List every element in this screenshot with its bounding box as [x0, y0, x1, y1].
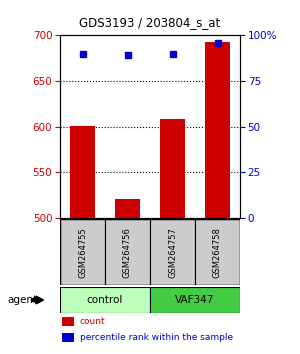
Bar: [60, 287, 150, 313]
Bar: [160, 119, 185, 218]
Text: GDS3193 / 203804_s_at: GDS3193 / 203804_s_at: [80, 16, 220, 29]
Text: GSM264757: GSM264757: [168, 227, 177, 278]
Bar: [150, 219, 195, 285]
Text: GSM264756: GSM264756: [123, 227, 132, 278]
Text: percentile rank within the sample: percentile rank within the sample: [80, 332, 232, 342]
Bar: [195, 219, 240, 285]
Bar: [205, 42, 230, 218]
Text: VAF347: VAF347: [175, 295, 215, 305]
Text: agent: agent: [8, 295, 38, 305]
Text: count: count: [80, 316, 105, 326]
Text: GSM264755: GSM264755: [78, 227, 87, 278]
Bar: [150, 287, 240, 313]
Bar: [105, 219, 150, 285]
Bar: [115, 199, 140, 218]
Bar: [60, 219, 105, 285]
Bar: [70, 126, 95, 218]
Text: control: control: [87, 295, 123, 305]
Text: GSM264758: GSM264758: [213, 227, 222, 278]
